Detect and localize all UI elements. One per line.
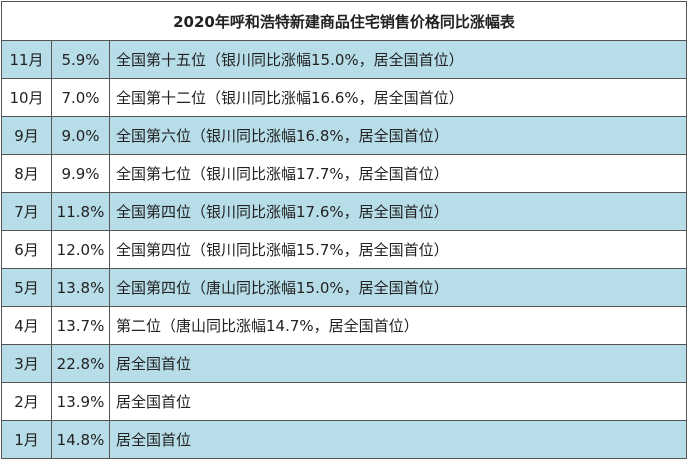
table-row: 9月 9.0% 全国第六位（银川同比涨幅16.8%，居全国首位） xyxy=(1,116,687,155)
table-row: 8月 9.9% 全国第七位（银川同比涨幅17.7%，居全国首位） xyxy=(1,154,687,193)
table-row: 3月 22.8% 居全国首位 xyxy=(1,344,687,383)
change-cell: 14.8% xyxy=(51,420,110,459)
month-cell: 3月 xyxy=(1,344,52,383)
rank-cell: 居全国首位 xyxy=(109,344,687,383)
table-body: 11月 5.9% 全国第十五位（银川同比涨幅15.0%，居全国首位） 10月 7.0% 全… xyxy=(1,40,687,459)
change-cell: 9.9% xyxy=(51,154,110,193)
rank-cell: 居全国首位 xyxy=(109,420,687,459)
title-row: 2020年呼和浩特新建商品住宅销售价格同比涨幅表 xyxy=(1,1,687,41)
table-row: 11月 5.9% 全国第十五位（银川同比涨幅15.0%，居全国首位） xyxy=(1,40,687,79)
rank-cell: 居全国首位 xyxy=(109,382,687,421)
change-cell: 9.0% xyxy=(51,116,110,155)
month-cell: 11月 xyxy=(1,40,52,79)
month-cell: 2月 xyxy=(1,382,52,421)
change-cell: 7.0% xyxy=(51,78,110,117)
month-cell: 7月 xyxy=(1,192,52,231)
rank-cell: 全国第四位（银川同比涨幅17.6%，居全国首位） xyxy=(109,192,687,231)
table-row: 2月 13.9% 居全国首位 xyxy=(1,382,687,421)
rank-cell: 全国第十五位（银川同比涨幅15.0%，居全国首位） xyxy=(109,40,687,79)
change-cell: 12.0% xyxy=(51,230,110,269)
rank-cell: 全国第十二位（银川同比涨幅16.6%，居全国首位） xyxy=(109,78,687,117)
rank-cell: 全国第四位（银川同比涨幅15.7%，居全国首位） xyxy=(109,230,687,269)
change-cell: 13.7% xyxy=(51,306,110,345)
change-cell: 13.9% xyxy=(51,382,110,421)
rank-cell: 第二位（唐山同比涨幅14.7%，居全国首位） xyxy=(109,306,687,345)
month-cell: 9月 xyxy=(1,116,52,155)
table-row: 7月 11.8% 全国第四位（银川同比涨幅17.6%，居全国首位） xyxy=(1,192,687,231)
table-row: 10月 7.0% 全国第十二位（银川同比涨幅16.6%，居全国首位） xyxy=(1,78,687,117)
rank-cell: 全国第四位（唐山同比涨幅15.0%，居全国首位） xyxy=(109,268,687,307)
table-row: 1月 14.8% 居全国首位 xyxy=(1,420,687,459)
rank-cell: 全国第六位（银川同比涨幅16.8%，居全国首位） xyxy=(109,116,687,155)
month-cell: 8月 xyxy=(1,154,52,193)
change-cell: 11.8% xyxy=(51,192,110,231)
month-cell: 1月 xyxy=(1,420,52,459)
month-cell: 6月 xyxy=(1,230,52,269)
change-cell: 13.8% xyxy=(51,268,110,307)
table-title: 2020年呼和浩特新建商品住宅销售价格同比涨幅表 xyxy=(1,1,687,41)
rank-cell: 全国第七位（银川同比涨幅17.7%，居全国首位） xyxy=(109,154,687,193)
change-cell: 22.8% xyxy=(51,344,110,383)
month-cell: 4月 xyxy=(1,306,52,345)
month-cell: 5月 xyxy=(1,268,52,307)
month-cell: 10月 xyxy=(1,78,52,117)
table-row: 4月 13.7% 第二位（唐山同比涨幅14.7%，居全国首位） xyxy=(1,306,687,345)
table-row: 6月 12.0% 全国第四位（银川同比涨幅15.7%，居全国首位） xyxy=(1,230,687,269)
change-cell: 5.9% xyxy=(51,40,110,79)
table-row: 5月 13.8% 全国第四位（唐山同比涨幅15.0%，居全国首位） xyxy=(1,268,687,307)
